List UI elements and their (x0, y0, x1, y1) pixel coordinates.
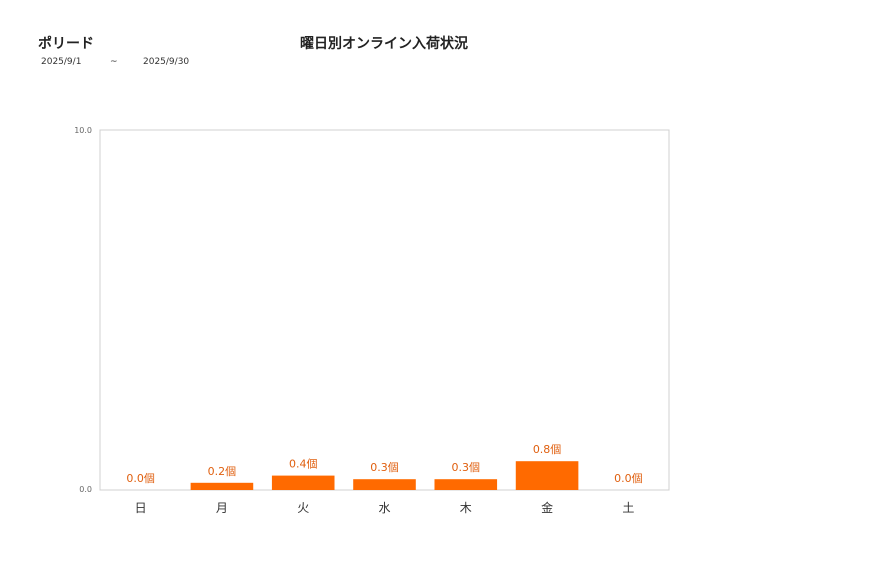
y-tick-label-min: 0.0 (79, 485, 92, 494)
plot-area (99, 129, 670, 491)
period-end: 2025/9/30 (143, 57, 190, 67)
x-tick-label-1: 月 (216, 501, 228, 515)
y-tick-label-max: 10.0 (74, 126, 92, 135)
data-label-0: 0.0個 (126, 472, 155, 485)
x-tick-label-4: 木 (460, 501, 472, 515)
data-label-4: 0.3個 (452, 461, 481, 474)
bar-5 (515, 461, 579, 490)
period-separator: ~ (110, 57, 118, 67)
period-start: 2025/9/1 (41, 57, 82, 67)
bars-group: 0.0個日 0.2個月 0.4個火 0.3個水 0.3個木 0.8個金 0.0個土 (126, 443, 642, 515)
data-label-2: 0.4個 (289, 458, 318, 471)
data-label-1: 0.2個 (208, 465, 237, 478)
bar-4 (434, 479, 498, 490)
x-tick-label-6: 土 (622, 501, 634, 515)
data-label-6: 0.0個 (614, 472, 643, 485)
bar-2 (271, 475, 335, 490)
x-tick-label-0: 日 (135, 501, 147, 515)
data-label-3: 0.3個 (370, 461, 399, 474)
x-tick-label-2: 火 (297, 501, 309, 515)
chart-title: 曜日別オンライン入荷状況 (300, 36, 468, 52)
x-tick-label-5: 金 (541, 500, 553, 515)
x-tick-label-3: 水 (378, 501, 390, 515)
bar-3 (353, 479, 416, 490)
store-name: ポリード (38, 36, 94, 52)
bar-1 (190, 482, 254, 490)
data-label-5: 0.8個 (533, 443, 562, 456)
